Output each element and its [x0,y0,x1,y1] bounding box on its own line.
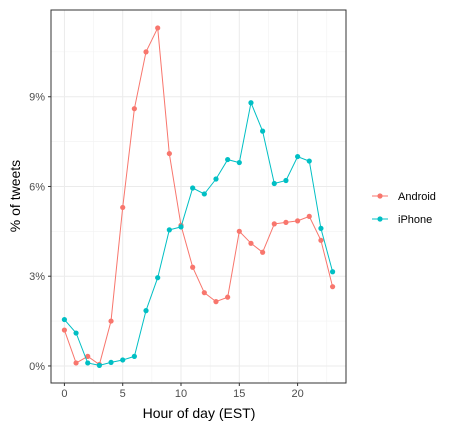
android-data-point [73,360,79,366]
android-data-point [225,294,231,300]
y-tick-label: 0% [29,361,45,373]
android-data-point [248,240,254,246]
iphone-data-point [225,156,231,163]
iphone-data-point [131,353,137,359]
android-data-point [85,353,91,359]
android-data-point [108,318,114,324]
iphone-data-point [73,330,79,336]
android-data-point [236,228,242,234]
iphone-data-point [236,159,242,166]
y-tick-label: 6% [29,181,45,193]
android-data-point [318,237,324,243]
android-data-point [283,219,289,225]
axis-ticks: 0 5 10 15 20 0% 3% 6% 9% [29,92,304,400]
iphone-data-point [178,224,184,230]
iphone-data-point [295,153,301,160]
iphone-data-point [143,308,149,314]
android-data-point [190,264,196,270]
iphone-data-point [120,357,126,363]
android-data-point [306,213,312,219]
iphone-data-point [260,128,266,134]
android-data-point [260,249,266,255]
x-tick-label: 15 [233,388,245,400]
android-data-point [143,49,149,55]
android-data-point [201,290,207,296]
iphone-data-point [318,225,324,231]
legend-label-iphone: iPhone [398,214,432,226]
y-axis-title: % of tweets [7,160,23,232]
iphone-data-point [85,360,91,366]
iphone-data-point [155,275,161,281]
iphone-data-point [271,180,277,187]
iphone-data-point [96,362,102,368]
y-tick-label: 9% [29,92,45,104]
y-tick-label: 3% [29,271,45,283]
x-axis-title: Hour of day (EST) [143,405,256,421]
android-data-point [271,221,277,227]
x-tick-label: 10 [175,388,187,400]
iphone-data-point [190,185,196,191]
x-tick-label: 0 [61,388,67,400]
iphone-data-point [306,158,312,164]
legend: Android iPhone [372,191,436,226]
iphone-data-point [213,176,219,182]
iphone-data-point [61,316,68,323]
legend-key-android-point [377,193,383,199]
android-data-point [166,150,172,157]
x-tick-label: 20 [291,388,303,400]
android-data-point [329,284,336,290]
android-data-point [131,106,137,112]
iphone-data-point [201,191,207,197]
android-data-point [213,299,219,305]
iphone-data-point [248,100,254,106]
series-layer [61,25,336,368]
plot-panel-border [50,9,347,384]
android-data-point [61,327,68,333]
android-data-point [155,25,161,31]
iphone-data-point [108,359,114,365]
iphone-data-point [329,269,336,275]
legend-key-iphone-point [377,216,383,222]
legend-label-android: Android [398,191,436,203]
iphone-data-point [166,227,172,233]
x-tick-label: 5 [120,388,126,400]
iphone-data-point [283,177,289,184]
android-data-point [295,218,301,224]
android-data-point [120,204,126,211]
